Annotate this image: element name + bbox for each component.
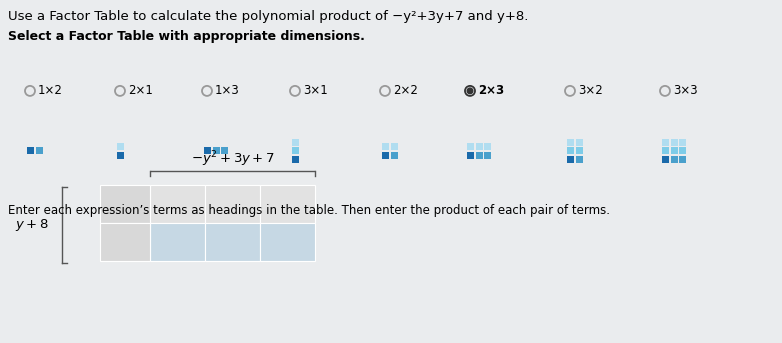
Bar — [292, 147, 299, 154]
Bar — [576, 156, 583, 163]
Bar — [150, 185, 205, 223]
Bar — [662, 147, 669, 154]
Bar — [204, 147, 211, 154]
Bar — [150, 223, 205, 261]
Bar — [292, 139, 299, 146]
Bar — [205, 185, 260, 223]
Bar — [100, 185, 150, 223]
Bar — [292, 156, 299, 163]
Bar — [27, 147, 34, 154]
Text: Enter each expression’s terms as headings in the table. Then enter the product o: Enter each expression’s terms as heading… — [8, 204, 610, 217]
Bar — [260, 223, 315, 261]
Bar — [390, 152, 397, 159]
Bar — [221, 147, 228, 154]
Bar — [679, 139, 686, 146]
Bar — [260, 185, 315, 223]
Text: 3×3: 3×3 — [673, 84, 698, 97]
Bar — [484, 143, 491, 150]
Bar — [467, 143, 474, 150]
Text: 1×3: 1×3 — [215, 84, 240, 97]
Circle shape — [467, 88, 473, 94]
Bar — [382, 143, 389, 150]
Text: $y+8$: $y+8$ — [15, 217, 49, 233]
Bar — [100, 223, 150, 261]
Bar — [390, 143, 397, 150]
Text: $-y^2+3y+7$: $-y^2+3y+7$ — [191, 150, 274, 169]
Text: 3×1: 3×1 — [303, 84, 328, 97]
Bar — [576, 139, 583, 146]
Text: 3×2: 3×2 — [578, 84, 603, 97]
Text: 2×1: 2×1 — [128, 84, 152, 97]
Bar — [382, 152, 389, 159]
Bar — [567, 139, 574, 146]
Text: Use a Factor Table to calculate the polynomial product of −y²+3y+7 and y+8.: Use a Factor Table to calculate the poly… — [8, 10, 529, 23]
Bar — [117, 152, 124, 159]
Text: 2×3: 2×3 — [478, 84, 504, 97]
Bar — [567, 156, 574, 163]
Bar — [467, 152, 474, 159]
Bar — [117, 143, 124, 150]
Bar — [484, 152, 491, 159]
Bar — [670, 156, 677, 163]
Bar — [205, 223, 260, 261]
Bar — [670, 139, 677, 146]
Bar — [213, 147, 220, 154]
Bar — [662, 139, 669, 146]
Bar — [679, 147, 686, 154]
Bar — [567, 147, 574, 154]
Bar — [670, 147, 677, 154]
Bar — [35, 147, 42, 154]
Bar — [475, 143, 482, 150]
Bar — [576, 147, 583, 154]
Bar — [475, 152, 482, 159]
Bar — [662, 156, 669, 163]
Bar — [679, 156, 686, 163]
Text: Select a Factor Table with appropriate dimensions.: Select a Factor Table with appropriate d… — [8, 30, 365, 43]
Text: 2×2: 2×2 — [393, 84, 418, 97]
Text: 1×2: 1×2 — [38, 84, 63, 97]
